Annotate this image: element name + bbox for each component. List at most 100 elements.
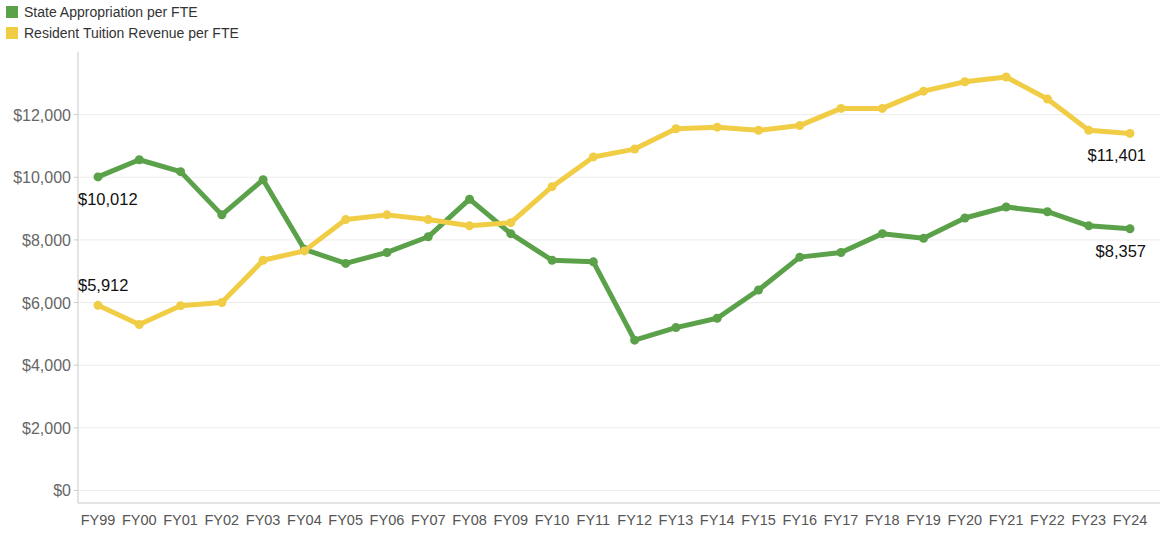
x-tick-label: FY24 — [1113, 512, 1148, 528]
y-tick — [74, 114, 78, 115]
y-tick — [74, 239, 78, 240]
series-marker — [217, 210, 226, 219]
x-tick-label: FY01 — [163, 512, 198, 528]
series-marker — [589, 257, 598, 266]
series-marker — [919, 234, 928, 243]
x-tick-label: FY14 — [700, 512, 735, 528]
y-tick-label: $10,000 — [13, 169, 71, 186]
grid-line — [78, 114, 1160, 115]
y-tick — [74, 427, 78, 428]
x-tick-label: FY02 — [205, 512, 240, 528]
x-tick-label: FY08 — [452, 512, 487, 528]
series-marker — [1126, 224, 1135, 233]
x-tick-label: FY12 — [617, 512, 652, 528]
series-marker — [176, 301, 185, 310]
series-marker — [671, 124, 680, 133]
legend-swatch — [6, 27, 18, 39]
grid-line — [78, 177, 1160, 178]
series-marker — [94, 172, 103, 181]
series-marker — [1084, 126, 1093, 135]
y-tick — [74, 177, 78, 178]
series-marker — [465, 195, 474, 204]
series-marker — [424, 232, 433, 241]
x-tick-label: FY03 — [246, 512, 281, 528]
series-marker — [382, 248, 391, 257]
series-marker — [506, 229, 515, 238]
chart: $0$2,000$4,000$6,000$8,000$10,000$12,000… — [0, 0, 1167, 534]
x-tick-label: FY21 — [989, 512, 1024, 528]
series-marker — [671, 323, 680, 332]
series-marker — [1043, 94, 1052, 103]
data-label: $5,912 — [78, 276, 128, 294]
series-marker — [795, 121, 804, 130]
series-line — [98, 160, 1130, 340]
series-marker — [837, 248, 846, 257]
x-tick-label: FY10 — [535, 512, 570, 528]
series-marker — [1002, 73, 1011, 82]
y-tick-label: $2,000 — [22, 420, 71, 437]
plot-area — [94, 73, 1135, 345]
x-tick-label: FY99 — [81, 512, 116, 528]
series-marker — [341, 259, 350, 268]
x-axis-line — [78, 503, 1160, 504]
x-tick-label: FY23 — [1071, 512, 1106, 528]
legend-swatch — [6, 6, 18, 18]
series-marker — [837, 104, 846, 113]
legend-label: State Appropriation per FTE — [24, 4, 198, 20]
series-marker — [1126, 129, 1135, 138]
series-marker — [919, 87, 928, 96]
x-tick-label: FY04 — [287, 512, 322, 528]
grid-line — [78, 490, 1160, 491]
series-marker — [713, 314, 722, 323]
series-marker — [506, 218, 515, 227]
x-tick-label: FY16 — [782, 512, 817, 528]
series-marker — [878, 229, 887, 238]
series-marker — [878, 104, 887, 113]
data-label: $11,401 — [1088, 146, 1146, 164]
y-tick-label: $0 — [53, 482, 71, 499]
grid — [74, 115, 1160, 491]
series-marker — [548, 256, 557, 265]
y-tick — [74, 302, 78, 303]
x-tick-label: FY07 — [411, 512, 446, 528]
series-marker — [1084, 221, 1093, 230]
series-line — [98, 77, 1130, 324]
y-tick-label: $6,000 — [22, 295, 71, 312]
y-tick — [74, 365, 78, 366]
y-tick-label: $8,000 — [22, 232, 71, 249]
x-tick-label: FY17 — [824, 512, 859, 528]
x-tick-label: FY09 — [493, 512, 528, 528]
grid-line — [78, 239, 1160, 240]
series-marker — [548, 182, 557, 191]
grid-line — [78, 427, 1160, 428]
x-tick-label: FY00 — [122, 512, 157, 528]
series-marker — [259, 175, 268, 184]
x-tick-label: FY11 — [577, 512, 611, 528]
series-marker — [713, 123, 722, 132]
x-tick-label: FY05 — [328, 512, 363, 528]
series-marker — [754, 126, 763, 135]
series-marker — [1043, 207, 1052, 216]
series-marker — [424, 215, 433, 224]
grid-line — [78, 365, 1160, 366]
legend-label: Resident Tuition Revenue per FTE — [24, 25, 239, 41]
series-marker — [754, 286, 763, 295]
series-marker — [795, 253, 804, 262]
x-tick-label: FY13 — [659, 512, 694, 528]
x-tick-label: FY15 — [741, 512, 776, 528]
data-label: $10,012 — [78, 190, 138, 208]
series-marker — [630, 145, 639, 154]
series-marker — [300, 246, 309, 255]
series-marker — [94, 301, 103, 310]
x-tick-label: FY06 — [370, 512, 405, 528]
series-marker — [630, 336, 639, 345]
series-marker — [135, 320, 144, 329]
legend: State Appropriation per FTE Resident Tuit… — [6, 4, 239, 41]
series-marker — [1002, 203, 1011, 212]
series-marker — [960, 213, 969, 222]
series-marker — [135, 155, 144, 164]
x-tick-label: FY18 — [865, 512, 900, 528]
y-tick-label: $4,000 — [22, 357, 71, 374]
data-label: $8,357 — [1096, 242, 1146, 260]
series-marker — [960, 77, 969, 86]
